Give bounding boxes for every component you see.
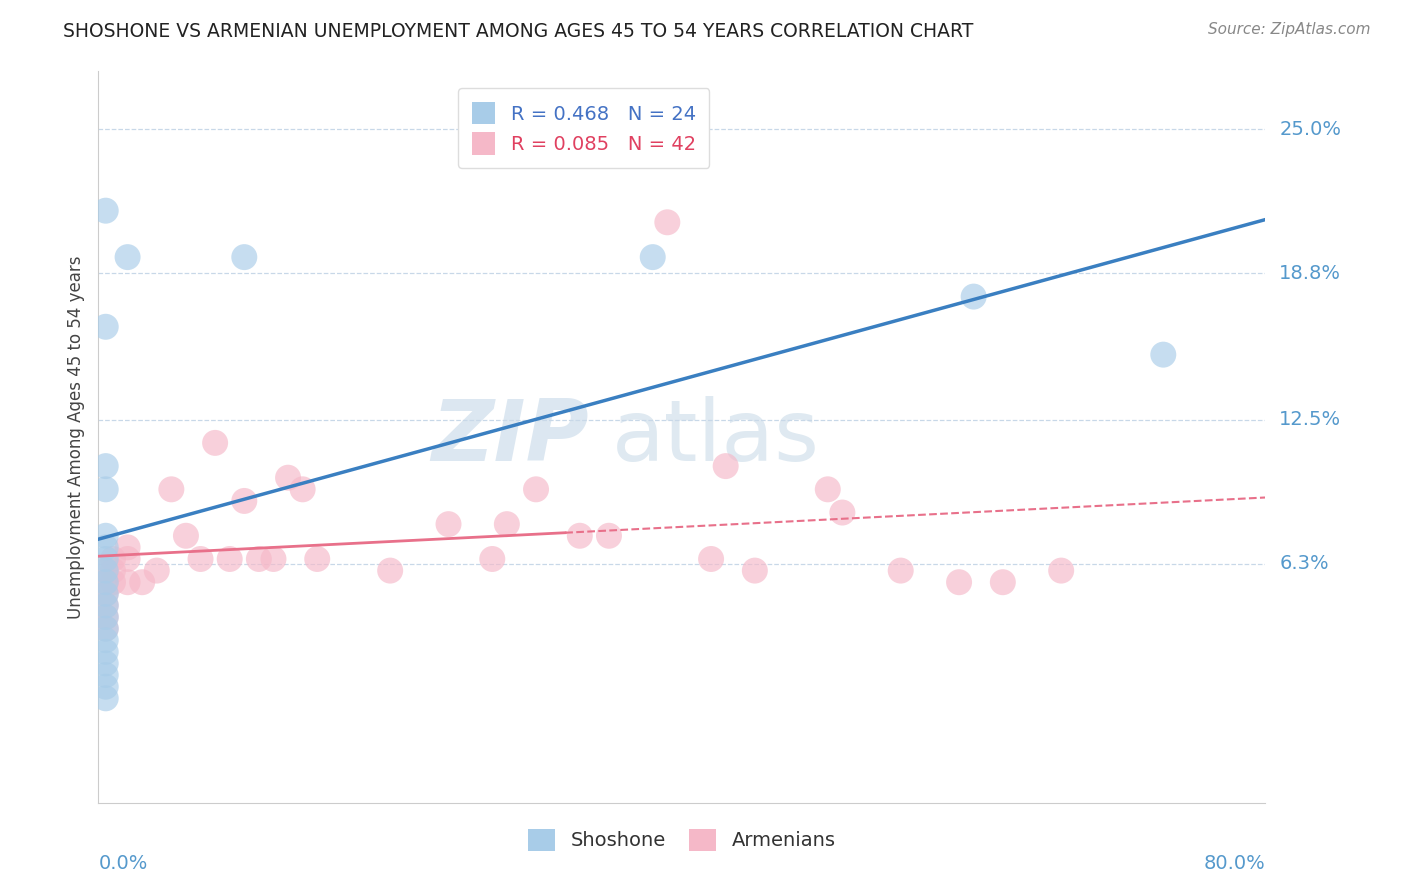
Point	[991, 575, 1014, 590]
Point	[277, 471, 299, 485]
Point	[94, 691, 117, 706]
Point	[598, 529, 620, 543]
Point	[700, 552, 723, 566]
Text: 18.8%: 18.8%	[1279, 264, 1341, 283]
Point	[94, 564, 117, 578]
Point	[94, 668, 117, 682]
Point	[94, 564, 117, 578]
Text: SHOSHONE VS ARMENIAN UNEMPLOYMENT AMONG AGES 45 TO 54 YEARS CORRELATION CHART: SHOSHONE VS ARMENIAN UNEMPLOYMENT AMONG …	[63, 22, 973, 41]
Point	[101, 564, 124, 578]
Text: Source: ZipAtlas.com: Source: ZipAtlas.com	[1208, 22, 1371, 37]
Point	[657, 215, 679, 229]
Point	[831, 506, 853, 520]
Point	[233, 494, 256, 508]
Point	[307, 552, 329, 566]
Text: ZIP: ZIP	[430, 395, 589, 479]
Legend: Shoshone, Armenians: Shoshone, Armenians	[520, 821, 844, 859]
Point	[94, 529, 117, 543]
Point	[94, 552, 117, 566]
Text: 0.0%: 0.0%	[98, 854, 148, 873]
Point	[262, 552, 284, 566]
Text: 12.5%: 12.5%	[1279, 410, 1341, 429]
Point	[714, 459, 737, 474]
Point	[174, 529, 197, 543]
Point	[94, 599, 117, 613]
Point	[817, 483, 839, 497]
Point	[744, 564, 766, 578]
Point	[524, 483, 547, 497]
Point	[117, 575, 139, 590]
Point	[94, 622, 117, 636]
Point	[247, 552, 270, 566]
Point	[94, 587, 117, 601]
Point	[117, 552, 139, 566]
Point	[94, 622, 117, 636]
Point	[94, 633, 117, 648]
Point	[94, 541, 117, 555]
Point	[117, 541, 139, 555]
Point	[94, 575, 117, 590]
Point	[94, 203, 117, 218]
Point	[204, 436, 226, 450]
Point	[568, 529, 591, 543]
Point	[146, 564, 169, 578]
Text: 80.0%: 80.0%	[1204, 854, 1265, 873]
Point	[94, 587, 117, 601]
Point	[190, 552, 212, 566]
Y-axis label: Unemployment Among Ages 45 to 54 years: Unemployment Among Ages 45 to 54 years	[66, 255, 84, 619]
Point	[496, 517, 519, 532]
Point	[94, 575, 117, 590]
Point	[94, 610, 117, 624]
Point	[94, 657, 117, 671]
Point	[1152, 348, 1174, 362]
Point	[380, 564, 402, 578]
Point	[890, 564, 912, 578]
Point	[94, 319, 117, 334]
Point	[94, 645, 117, 659]
Text: atlas: atlas	[612, 395, 820, 479]
Text: 25.0%: 25.0%	[1279, 120, 1341, 139]
Point	[94, 599, 117, 613]
Point	[962, 290, 984, 304]
Point	[291, 483, 314, 497]
Point	[1050, 564, 1073, 578]
Point	[101, 575, 124, 590]
Point	[101, 552, 124, 566]
Point	[94, 459, 117, 474]
Point	[233, 250, 256, 264]
Point	[94, 680, 117, 694]
Point	[94, 483, 117, 497]
Point	[437, 517, 460, 532]
Point	[948, 575, 970, 590]
Point	[218, 552, 240, 566]
Point	[481, 552, 503, 566]
Point	[160, 483, 183, 497]
Point	[131, 575, 153, 590]
Text: 6.3%: 6.3%	[1279, 554, 1329, 574]
Point	[94, 610, 117, 624]
Point	[641, 250, 664, 264]
Point	[117, 250, 139, 264]
